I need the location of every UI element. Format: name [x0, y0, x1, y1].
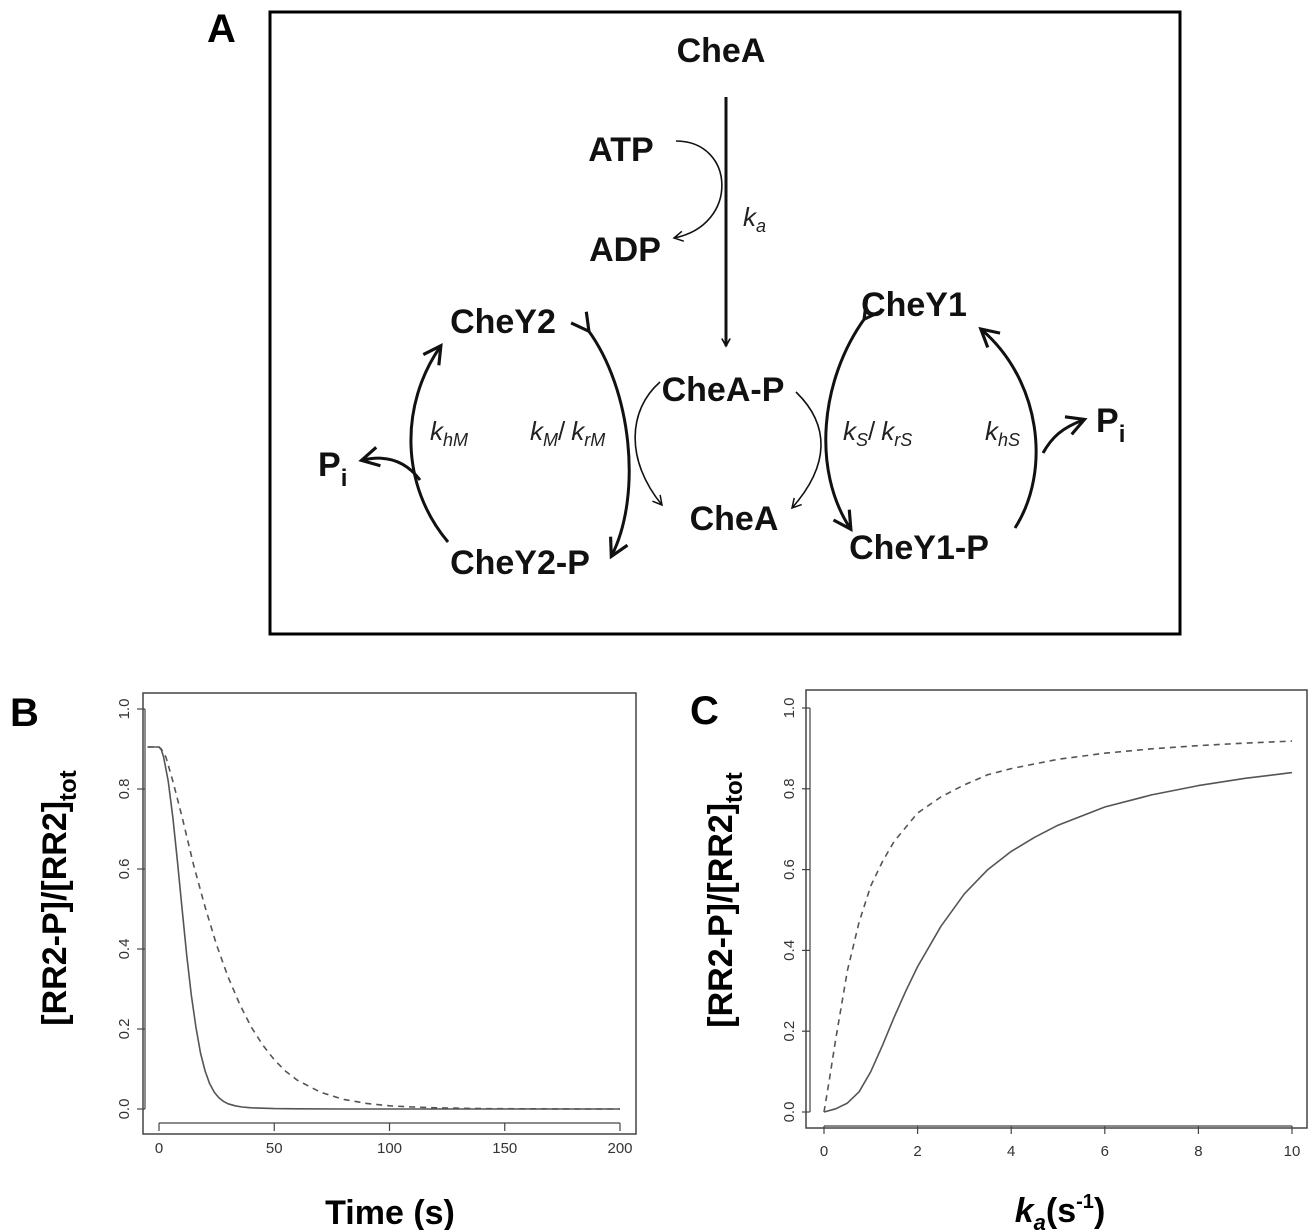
y-tick-label: 0.2	[116, 1019, 133, 1040]
rate-km-krm: kM/krM	[530, 416, 605, 450]
chea-middle-label: CheA	[690, 500, 779, 538]
panel-a-letter: A	[207, 7, 236, 51]
rate-khm: khM	[430, 416, 468, 450]
y-tick-label: 1.0	[116, 699, 133, 720]
series-line-solid	[147, 746, 620, 1110]
rate-khs: khS	[985, 416, 1020, 450]
panel-c-x-axis-title: ka(s-1)	[1015, 1191, 1106, 1230]
chea-p-label: CheA-P	[662, 371, 785, 409]
chea-p-to-chea-left-arrow	[634, 381, 663, 507]
atp-to-adp-arrow	[672, 140, 723, 242]
rate-ks-krs: kS/krS	[843, 416, 912, 450]
panel-b-chart: B 0 50 100 150 200 0.0 0.2 0.4 0.6 0.8 1.0 Time (s…	[10, 691, 637, 1230]
chea-p-to-chea-right-arrow	[790, 391, 822, 510]
panel-b-series	[147, 746, 620, 1110]
chey2-label: CheY2	[450, 303, 556, 341]
chey1-phosphotransfer-arrow	[824, 318, 865, 528]
pi-right-label: Pi	[1096, 402, 1125, 448]
x-tick-label: 2	[913, 1143, 921, 1160]
x-tick-label: 10	[1284, 1143, 1301, 1160]
panel-c-series	[823, 740, 1293, 1113]
x-tick-label: 0	[820, 1143, 828, 1160]
y-tick-label: 0.2	[781, 1021, 798, 1042]
chey2-p-hydrolysis-arrow	[409, 347, 450, 543]
panel-c-ticks: 0 2 4 6 8 10 0.0 0.2 0.4 0.6 0.8 1.0	[781, 698, 1300, 1160]
y-tick-label: 0.0	[116, 1099, 133, 1120]
y-tick-label: 0.6	[781, 859, 798, 880]
panel-c-y-axis-title: [RR2-P]/[RR2]tot	[702, 772, 748, 1027]
rate-ka: ka	[743, 202, 766, 236]
pi-left-label: Pi	[318, 446, 347, 492]
panel-c-chart: C 0 2 4 6 8 10 0.0 0.2 0.4 0.6 0.8 1.0 ka(s-1) [RR2…	[690, 689, 1308, 1230]
panel-a-frame	[268, 10, 1182, 636]
panel-b-ticks: 0 50 100 150 200 0.0 0.2 0.4 0.6 0.8 1.0	[116, 699, 633, 1157]
y-tick-label: 0.0	[781, 1102, 798, 1123]
x-tick-label: 4	[1007, 1143, 1015, 1160]
x-tick-label: 150	[492, 1140, 517, 1157]
x-tick-label: 0	[155, 1140, 163, 1157]
y-tick-label: 0.6	[116, 859, 133, 880]
y-tick-label: 0.8	[116, 779, 133, 800]
panel-b-y-axis-title: [RR2-P]/[RR2]tot	[36, 770, 82, 1025]
x-tick-label: 200	[607, 1140, 632, 1157]
x-tick-label: 6	[1101, 1143, 1109, 1160]
y-tick-label: 0.4	[781, 940, 798, 961]
panel-b-x-axis-title: Time (s)	[325, 1194, 455, 1230]
chey2-p-label: CheY2-P	[450, 544, 590, 582]
chey1-p-label: CheY1-P	[849, 529, 989, 567]
chey1-label: CheY1	[861, 286, 967, 324]
panel-b-plot-box	[142, 692, 637, 1135]
x-tick-label: 50	[266, 1140, 283, 1157]
series-line-dashed	[823, 740, 1293, 1113]
y-tick-label: 0.4	[116, 939, 133, 960]
chey2-phosphotransfer-arrow	[588, 330, 631, 555]
atp-label: ATP	[588, 131, 653, 169]
panel-c-plot-box	[805, 689, 1308, 1129]
adp-label: ADP	[589, 231, 661, 269]
x-tick-label: 100	[377, 1140, 402, 1157]
panel-c-letter: C	[690, 689, 719, 733]
series-line-solid	[823, 771, 1293, 1113]
chea-top-label: CheA	[677, 32, 766, 70]
x-tick-label: 8	[1194, 1143, 1202, 1160]
y-tick-label: 0.8	[781, 778, 798, 799]
chey1-p-hydrolysis-arrow	[982, 330, 1038, 529]
pi-right-release-arrow	[1041, 420, 1083, 454]
panel-b-letter: B	[10, 691, 39, 735]
pi-left-release-arrow	[363, 458, 422, 481]
y-tick-label: 1.0	[781, 698, 798, 719]
series-line-dashed	[147, 746, 620, 1110]
